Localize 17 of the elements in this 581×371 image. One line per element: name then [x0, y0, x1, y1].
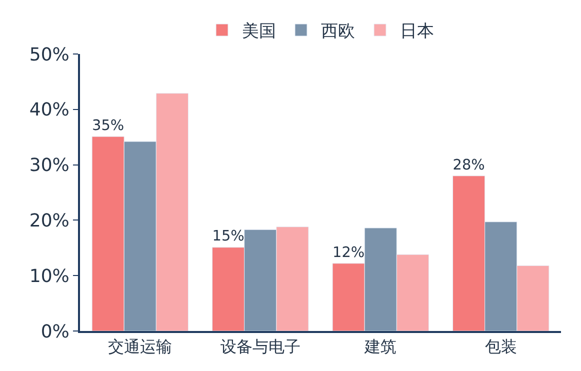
data-label: 28% [452, 157, 485, 174]
y-tick-label: 10% [29, 266, 70, 287]
data-label: 15% [212, 228, 244, 245]
y-tick-label: 0% [40, 321, 70, 342]
data-label: 12% [332, 244, 365, 261]
data-label: 35% [92, 118, 124, 134]
y-tick-label: 50% [29, 44, 70, 66]
x-tick-label: 包装 [484, 337, 517, 356]
x-tick-label: 设备与电子 [220, 337, 300, 356]
y-tick-label: 30% [29, 155, 70, 176]
x-tick-label: 建筑 [364, 337, 397, 356]
y-tick-label: 40% [29, 100, 70, 121]
y-tick-label: 20% [29, 210, 70, 232]
legend-label: 日本 [400, 22, 434, 42]
legend-label: 西欧 [321, 22, 355, 42]
legend-label: 美国 [242, 22, 276, 42]
x-tick-label: 交通运输 [108, 337, 172, 356]
